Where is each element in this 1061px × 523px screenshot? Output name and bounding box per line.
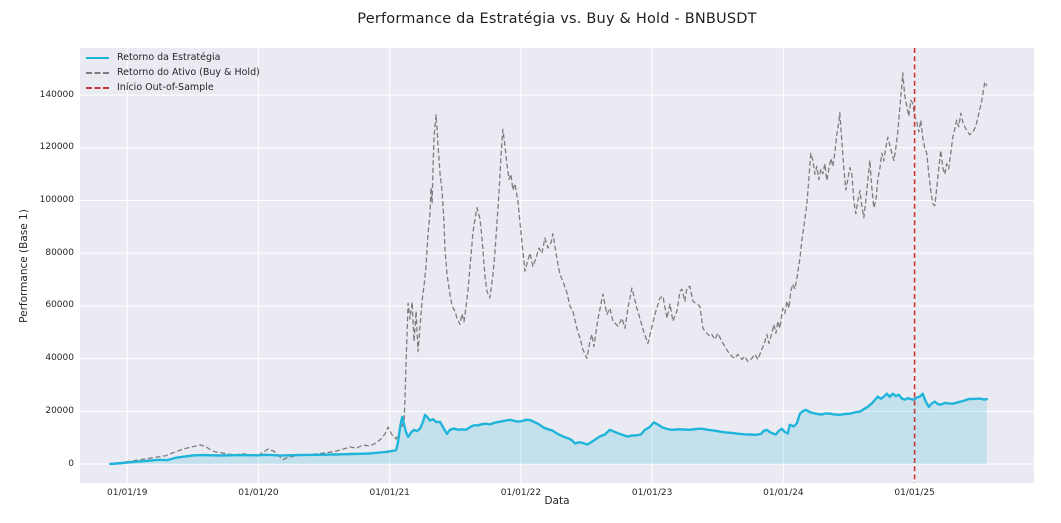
y-tick-label: 40000: [45, 353, 74, 364]
legend-label-strategy: Retorno da Estratégia: [117, 52, 221, 63]
asset-dashed-line-swatch-icon: [86, 71, 109, 74]
strategy-return-line: [109, 392, 988, 466]
x-tick-label: 01/01/21: [369, 488, 410, 498]
legend-label-oos: Início Out-of-Sample: [117, 82, 214, 93]
chart-title: Performance da Estratégia vs. Buy & Hold…: [357, 11, 757, 27]
oos-dashed-line-swatch-icon: [86, 86, 109, 89]
x-tick-label: 01/01/19: [107, 488, 148, 498]
x-tick-label: 01/01/23: [631, 488, 673, 498]
asset-return-line: [110, 72, 988, 465]
x-axis-label: Data: [544, 495, 570, 507]
y-tick-label: 60000: [45, 300, 74, 311]
x-tick-label: 01/01/25: [894, 488, 935, 498]
strategy-line-swatch-icon: [86, 56, 109, 59]
y-tick-label: 0: [68, 458, 74, 469]
legend-label-asset: Retorno do Ativo (Buy & Hold): [117, 67, 260, 78]
y-tick-label: 80000: [45, 247, 74, 258]
legend-item-oos: Início Out-of-Sample: [86, 81, 260, 94]
y-tick-label: 140000: [39, 89, 74, 100]
plot-background: [80, 48, 1034, 483]
x-tick-label: 01/01/20: [238, 488, 279, 498]
legend-item-asset: Retorno do Ativo (Buy & Hold): [86, 66, 260, 79]
legend-item-strategy: Retorno da Estratégia: [86, 51, 260, 64]
strategy-fill-area: [110, 393, 987, 464]
x-tick-label: 01/01/22: [500, 488, 542, 498]
x-tick-label: 01/01/24: [763, 488, 804, 498]
y-tick-label: 120000: [39, 142, 74, 153]
y-tick-label: 100000: [39, 195, 74, 206]
legend: Retorno da Estratégia Retorno do Ativo (…: [86, 51, 260, 94]
y-tick-label: 20000: [45, 405, 74, 416]
